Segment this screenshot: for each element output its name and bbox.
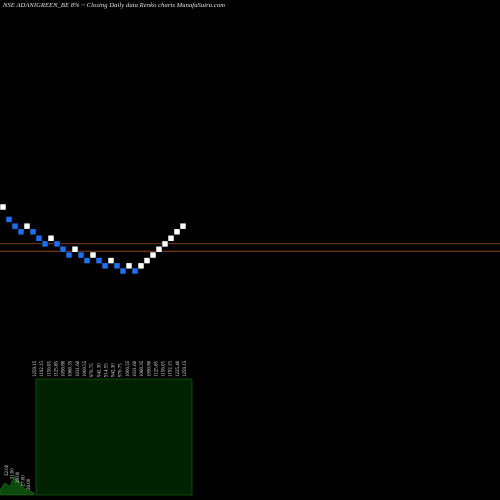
up-brick xyxy=(0,203,7,211)
volume-area xyxy=(0,475,35,496)
volume-panel xyxy=(35,378,193,496)
volume-label: 29.00 xyxy=(16,471,21,483)
up-brick xyxy=(137,262,145,270)
price-label: 1031.60 xyxy=(133,360,138,377)
volume-panel-box xyxy=(35,378,193,496)
up-brick xyxy=(179,222,187,230)
price-label: 1225.40 xyxy=(176,360,181,377)
up-brick xyxy=(71,246,79,253)
price-label: 1192.15 xyxy=(40,360,45,377)
price-label: 970.75 xyxy=(90,363,95,377)
down-brick xyxy=(53,240,61,248)
volume-label: 27.00 xyxy=(22,475,27,487)
price-label: 1192.15 xyxy=(169,360,174,377)
down-brick xyxy=(41,240,49,248)
price-label: 942.30 xyxy=(112,363,117,377)
down-brick xyxy=(131,267,139,275)
down-brick xyxy=(35,235,43,242)
up-brick xyxy=(89,251,97,259)
price-label: 1060.35 xyxy=(69,360,74,377)
up-brick xyxy=(149,251,157,259)
down-brick xyxy=(77,251,85,259)
down-brick xyxy=(65,251,73,259)
price-label: 1125.65 xyxy=(54,360,59,377)
down-brick xyxy=(17,228,25,236)
down-brick xyxy=(83,257,91,264)
price-label: 1090.80 xyxy=(62,360,67,377)
price-label: 1156.05 xyxy=(162,360,167,377)
up-brick xyxy=(167,235,175,242)
up-brick xyxy=(143,257,151,264)
price-label: 1156.05 xyxy=(47,360,52,377)
price-label: 1000.55 xyxy=(126,360,131,377)
price-label: 1259.15 xyxy=(33,360,38,377)
down-brick xyxy=(113,262,121,270)
price-label: 1060.35 xyxy=(140,360,145,377)
price-label: 1125.65 xyxy=(154,360,159,377)
price-label: 914.55 xyxy=(104,363,109,377)
down-brick xyxy=(11,222,19,230)
volume-labels: 32.00 31.00 29.00 27.00 26.00 xyxy=(5,464,32,490)
reference-lines xyxy=(0,243,500,252)
volume-label: 26.00 xyxy=(27,478,32,490)
down-brick xyxy=(59,246,67,253)
up-brick xyxy=(23,222,31,230)
down-brick xyxy=(29,228,37,236)
volume-area-shape xyxy=(0,475,35,496)
volume-label: 32.00 xyxy=(5,464,10,476)
up-brick xyxy=(125,262,133,270)
down-brick xyxy=(119,267,127,275)
price-label: 970.75 xyxy=(119,363,124,377)
up-brick xyxy=(173,228,181,236)
up-brick xyxy=(107,257,115,264)
price-label: 1259.15 xyxy=(183,360,188,377)
price-label: 1031.60 xyxy=(76,360,81,377)
down-brick xyxy=(5,216,13,223)
up-brick xyxy=(161,240,169,248)
price-label: 1090.80 xyxy=(147,360,152,377)
price-label: 942.30 xyxy=(97,363,102,377)
price-labels: 1259.15 1192.15 1156.05 1125.65 1090.80 1060.… xyxy=(33,360,188,377)
price-label: 1000.55 xyxy=(83,360,88,377)
up-brick xyxy=(155,246,163,253)
volume-label: 31.00 xyxy=(11,468,16,480)
down-brick xyxy=(95,257,103,264)
renko-bricks xyxy=(0,203,187,275)
up-brick xyxy=(47,235,55,242)
down-brick xyxy=(101,262,109,270)
chart-title: NSE ADANIGREEN_BE 8% ~ Closing Daily dat… xyxy=(3,2,225,9)
